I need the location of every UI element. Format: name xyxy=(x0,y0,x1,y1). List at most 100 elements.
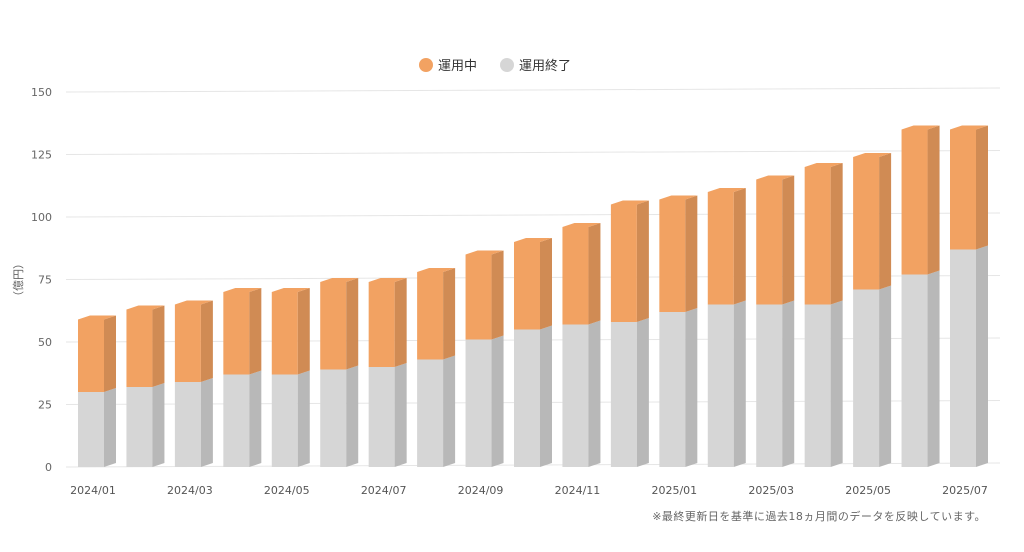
bar-active xyxy=(368,282,395,367)
bar-top xyxy=(610,200,649,205)
x-tick-label: 2025/05 xyxy=(845,484,891,497)
bar-side xyxy=(297,370,310,467)
y-tick-label: 0 xyxy=(45,461,52,474)
bar-active xyxy=(950,129,976,250)
bar-ended xyxy=(174,382,201,467)
bar-side xyxy=(733,188,746,305)
bar-ended xyxy=(417,359,444,467)
bar-side xyxy=(346,365,359,467)
bar-side xyxy=(443,355,456,467)
bar-top xyxy=(707,188,746,192)
bar-side xyxy=(879,285,892,467)
bar-ended xyxy=(368,367,395,467)
y-tick-label: 50 xyxy=(38,336,52,349)
bar-top xyxy=(223,288,262,292)
bar-top xyxy=(562,223,601,227)
legend-label: 運用中 xyxy=(438,59,477,74)
bar-side xyxy=(636,200,649,322)
bar-top xyxy=(78,315,116,320)
bar-active xyxy=(223,292,250,375)
bar-side xyxy=(346,278,359,370)
bar-ended xyxy=(126,387,153,467)
bar-top xyxy=(950,125,988,130)
x-tick-label: 2024/03 xyxy=(167,484,213,497)
bar-active xyxy=(804,167,831,305)
x-tick-label: 2024/11 xyxy=(555,484,601,497)
y-tick-label: 150 xyxy=(31,86,52,99)
y-tick-label: 25 xyxy=(38,399,52,412)
bar-ended xyxy=(659,312,686,467)
bar-side xyxy=(104,315,116,392)
bar-top xyxy=(853,153,892,157)
bar-side xyxy=(685,308,698,467)
gridline xyxy=(65,150,1001,155)
bar-active xyxy=(610,204,637,322)
y-tick-label: 125 xyxy=(31,149,52,162)
bar-active xyxy=(271,292,298,375)
bar-top xyxy=(417,268,456,272)
x-tick-label: 2025/01 xyxy=(651,484,697,497)
bar-side xyxy=(588,320,601,467)
bar-top xyxy=(320,278,359,282)
gridline xyxy=(65,87,1001,93)
footnote: ※最終更新日を基準に過去18ヵ月間のデータを反映しています。 xyxy=(652,510,986,523)
bar-active xyxy=(465,254,492,340)
bar-active xyxy=(514,242,540,330)
bar-top xyxy=(659,195,698,200)
bar-side xyxy=(104,388,116,467)
bar-side xyxy=(394,278,407,367)
bar-ended xyxy=(223,374,250,467)
gridline xyxy=(65,212,1001,218)
bar-side xyxy=(588,223,601,325)
y-tick-label: 75 xyxy=(38,274,52,287)
legend-marker xyxy=(419,58,433,72)
bar-side xyxy=(636,318,649,467)
bar-side xyxy=(443,268,456,360)
bar-side xyxy=(782,175,795,305)
bar-active xyxy=(562,227,589,325)
bar-active xyxy=(417,272,444,360)
bar-side xyxy=(733,300,746,467)
x-tick-label: 2024/09 xyxy=(458,484,504,497)
bar-top xyxy=(804,163,843,167)
bar-top xyxy=(368,278,407,282)
bar-active xyxy=(901,129,928,275)
bar-top xyxy=(174,300,213,305)
bar-ended xyxy=(756,304,783,467)
bar-side xyxy=(491,250,504,340)
bar-ended xyxy=(271,374,298,467)
bar-top xyxy=(271,288,310,292)
bar-active xyxy=(78,319,104,392)
bar-side xyxy=(297,288,310,375)
bar-ended xyxy=(562,324,589,467)
bar-ended xyxy=(707,304,734,467)
bar-side xyxy=(685,195,698,312)
bar-side xyxy=(782,300,795,467)
x-tick-label: 2024/01 xyxy=(70,484,116,497)
bar-active xyxy=(174,304,201,382)
bar-side xyxy=(200,378,213,467)
legend-marker xyxy=(500,58,514,72)
bar-side xyxy=(927,125,940,275)
bar-side xyxy=(491,335,504,467)
bar-active xyxy=(126,309,153,387)
bar-top xyxy=(126,305,165,310)
x-tick-label: 2024/05 xyxy=(264,484,310,497)
bar-side xyxy=(200,300,213,382)
bar-ended xyxy=(901,274,928,467)
bar-active xyxy=(320,282,347,370)
bar-side xyxy=(394,363,407,467)
bar-side xyxy=(976,245,988,467)
x-tick-label: 2025/03 xyxy=(748,484,794,497)
y-axis-label: （億円） xyxy=(12,258,25,302)
bar-side xyxy=(830,300,843,467)
bar-ended xyxy=(804,304,831,467)
bar-ended xyxy=(950,249,976,467)
bar-side xyxy=(249,370,262,467)
bar-ended xyxy=(465,339,492,467)
bar-top xyxy=(514,238,552,242)
bar-active xyxy=(707,192,734,305)
bar-ended xyxy=(514,329,540,467)
bar-active xyxy=(853,157,880,290)
